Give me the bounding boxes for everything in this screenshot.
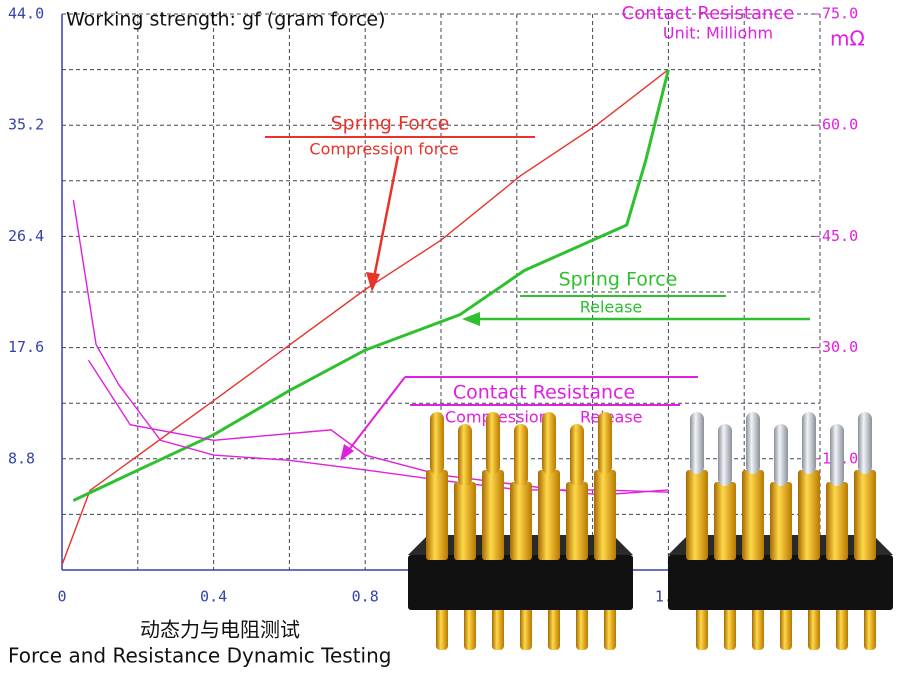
arrow <box>344 376 406 456</box>
y-tick-label: 26.4 <box>8 227 44 245</box>
pin-tip <box>486 412 500 474</box>
y2-tick-label: 60.0 <box>822 116 858 134</box>
y2-unit: mΩ <box>830 27 865 51</box>
annotations: Spring Force Compression force Spring Fo… <box>265 113 810 461</box>
series-line <box>61 69 669 566</box>
pin-tip <box>514 424 528 486</box>
pin-bottom <box>436 600 448 650</box>
y2-tick-label: 75.0 <box>822 5 858 23</box>
pin-tip <box>802 412 816 474</box>
pin-barrel <box>566 482 588 560</box>
pin-barrel <box>770 482 792 560</box>
x-tick-label: 0.8 <box>352 588 379 606</box>
pin-barrel <box>426 470 448 560</box>
pin-bottom <box>696 600 708 650</box>
pin-bottom <box>864 600 876 650</box>
pin-tip <box>858 412 872 474</box>
product-photo <box>408 412 893 650</box>
annotation: Contact Resistance <box>453 382 635 404</box>
annotation: Spring Force <box>559 269 678 291</box>
pin-tip <box>570 424 584 486</box>
y-tick-label: 17.6 <box>8 338 44 356</box>
y-tick-label: 8.8 <box>8 449 35 467</box>
pin-barrel <box>454 482 476 560</box>
arrow <box>370 155 400 289</box>
pin-bottom <box>836 600 848 650</box>
pin-bottom <box>724 600 736 650</box>
pin-tip <box>542 412 556 474</box>
pin-tip <box>430 412 444 474</box>
pin-bottom <box>780 600 792 650</box>
pin-bottom <box>548 600 560 650</box>
insulator <box>668 555 893 610</box>
pin-bottom <box>576 600 588 650</box>
x-tick-label: 0.4 <box>200 588 227 606</box>
annotation: Spring Force <box>331 113 450 135</box>
arrow-head <box>340 444 354 461</box>
pin-barrel <box>594 470 616 560</box>
pin-barrel <box>854 470 876 560</box>
y-tick-label: 35.2 <box>8 116 44 134</box>
annotation: Release <box>580 298 643 317</box>
pin-barrel <box>714 482 736 560</box>
pin-barrel <box>510 482 532 560</box>
insulator <box>408 555 633 610</box>
arrow-head <box>462 312 480 326</box>
arrow-head <box>366 272 380 292</box>
pin-barrel <box>482 470 504 560</box>
pin-bottom <box>464 600 476 650</box>
pin-barrel <box>798 470 820 560</box>
pin-bottom <box>492 600 504 650</box>
pin-tip <box>458 424 472 486</box>
caption: Force and Resistance Dynamic Testing <box>8 644 391 668</box>
pin-tip <box>690 412 704 474</box>
pin-tip <box>746 412 760 474</box>
annotation: Compression force <box>309 140 458 159</box>
pin-bottom <box>520 600 532 650</box>
pin-tip <box>718 424 732 486</box>
caption-cn: 动态力与电阻测试 <box>140 618 300 642</box>
series-line <box>72 69 670 502</box>
pin-barrel <box>826 482 848 560</box>
pin-bottom <box>604 600 616 650</box>
y2-unit-note: Unit: Milliohm <box>663 24 773 43</box>
y2-title: Contact Resistance <box>622 3 795 24</box>
pin-barrel <box>538 470 560 560</box>
y2-tick-label: 30.0 <box>822 338 858 356</box>
x-tick-label: 0 <box>57 588 66 606</box>
pin-tip <box>774 424 788 486</box>
pin-tip <box>598 412 612 474</box>
pin-bottom <box>808 600 820 650</box>
y-tick-label: 44.0 <box>8 5 44 23</box>
pin-tip <box>830 424 844 486</box>
pin-barrel <box>686 470 708 560</box>
pin-barrel <box>742 470 764 560</box>
y2-tick-label: 45.0 <box>822 227 858 245</box>
pin-bottom <box>752 600 764 650</box>
chart-title: Working strength: gf (gram force) <box>66 9 386 31</box>
